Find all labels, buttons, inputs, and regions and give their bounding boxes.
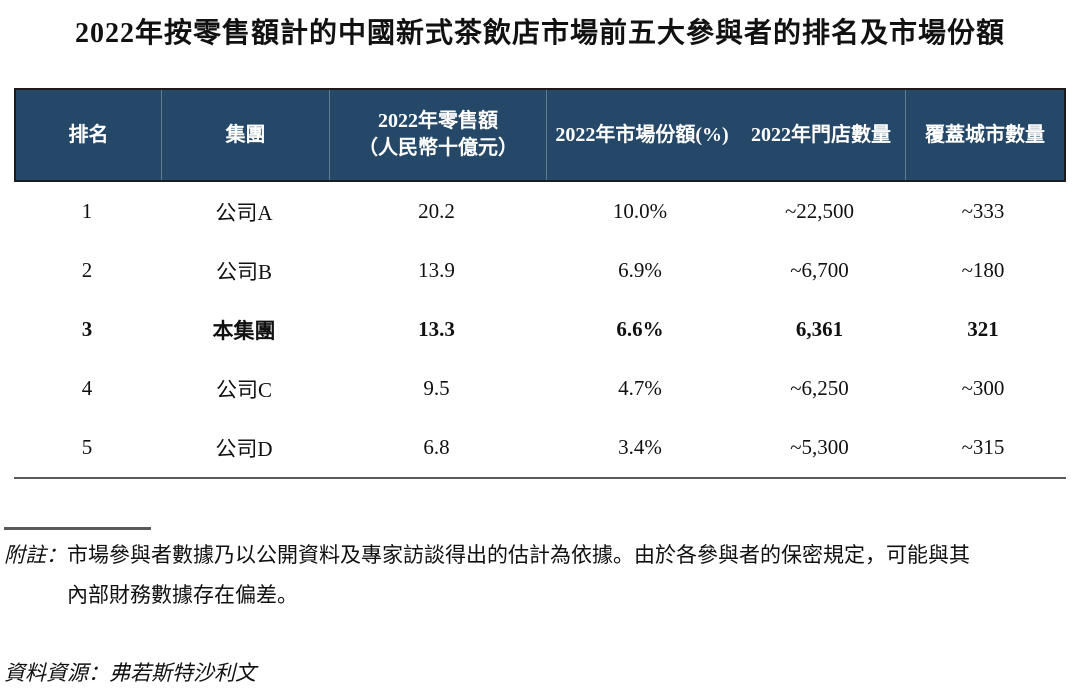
cell-market-share: 6.9% — [618, 258, 662, 282]
col-header-cities-covered: 覆蓋城市數量 — [925, 123, 1045, 146]
cell-cities-covered: ~300 — [961, 376, 1005, 400]
market-ranking-table: 排名 集團 2022年零售額 （人民幣十億元） 2022年市場份額(%) 202… — [14, 88, 1066, 479]
cell-rank: 3 — [81, 317, 93, 341]
cell-group: 公司A — [215, 200, 273, 225]
col-header-retail-value-line2: （人民幣十億元） — [358, 137, 518, 159]
cell-cities-covered: ~315 — [961, 435, 1005, 459]
cell-retail-value: 20.2 — [418, 199, 455, 223]
col-header-market-share: 2022年市場份額(%) — [555, 123, 729, 146]
table-row-4: 4 公司C 9.5 4.7% ~6,250 ~300 — [14, 359, 1066, 418]
table-row-1: 1 公司A 20.2 10.0% ~22,500 ~333 — [14, 182, 1066, 241]
cell-market-share: 3.4% — [618, 435, 662, 459]
col-header-rank: 排名 — [16, 90, 162, 180]
cell-retail-value: 13.3 — [418, 317, 455, 341]
cell-rank: 1 — [81, 199, 93, 223]
cell-group: 公司C — [215, 377, 272, 402]
col-header-retail-value: 2022年零售額 （人民幣十億元） — [330, 90, 547, 180]
footnote-rule — [4, 527, 151, 530]
cell-store-count: ~5,300 — [790, 435, 849, 459]
cell-store-count: ~6,700 — [790, 258, 849, 282]
footnote: 附註： 市場參與者數據乃以公開資料及專家訪談得出的估計為依據。由於各參與者的保密… — [4, 535, 1080, 615]
cell-market-share: 4.7% — [618, 376, 662, 400]
cell-retail-value: 6.8 — [423, 435, 450, 459]
cell-group: 公司B — [215, 259, 272, 284]
table-row-2: 2 公司B 13.9 6.9% ~6,700 ~180 — [14, 241, 1066, 300]
page-title: 2022年按零售額計的中國新式茶飲店市場前五大參與者的排名及市場份額 — [74, 18, 1005, 49]
cell-retail-value: 9.5 — [423, 376, 450, 400]
table-body: 1 公司A 20.2 10.0% ~22,500 ~333 2 公司B 13.9… — [14, 182, 1066, 479]
col-header-group: 集團 — [162, 90, 330, 180]
col-header-retail-value-line1: 2022年零售額 — [378, 110, 498, 132]
footnote-line2: 內部財務數據存在偏差。 — [67, 583, 298, 607]
cell-market-share: 10.0% — [612, 199, 668, 223]
cell-market-share: 6.6% — [616, 317, 664, 341]
table-row-5: 5 公司D 6.8 3.4% ~5,300 ~315 — [14, 418, 1066, 477]
col-header-store-count: 2022年門店數量 — [737, 90, 906, 180]
source-line: 資料資源：弗若斯特沙利文 — [4, 661, 256, 685]
cell-rank: 4 — [81, 376, 93, 400]
cell-rank: 2 — [81, 258, 93, 282]
footnote-text: 市場參與者數據乃以公開資料及專家訪談得出的估計為依據。由於各參與者的保密規定，可… — [67, 535, 1080, 615]
footnote-label: 附註： — [4, 543, 67, 567]
footnote-line1: 市場參與者數據乃以公開資料及專家訪談得出的估計為依據。由於各參與者的保密規定，可… — [67, 543, 970, 567]
cell-cities-covered: 321 — [967, 317, 999, 341]
table-row-3-our-group: 3 本集團 13.3 6.6% 6,361 321 — [14, 300, 1066, 359]
cell-group: 公司D — [215, 436, 273, 461]
table-header-row: 排名 集團 2022年零售額 （人民幣十億元） 2022年市場份額(%) 202… — [14, 88, 1066, 182]
cell-cities-covered: ~333 — [961, 199, 1005, 223]
cell-store-count: 6,361 — [795, 317, 844, 341]
cell-store-count: ~6,250 — [790, 376, 849, 400]
cell-retail-value: 13.9 — [418, 258, 455, 282]
cell-cities-covered: ~180 — [961, 258, 1005, 282]
cell-store-count: ~22,500 — [784, 199, 855, 223]
cell-rank: 5 — [81, 435, 93, 459]
cell-group: 本集團 — [212, 318, 276, 343]
